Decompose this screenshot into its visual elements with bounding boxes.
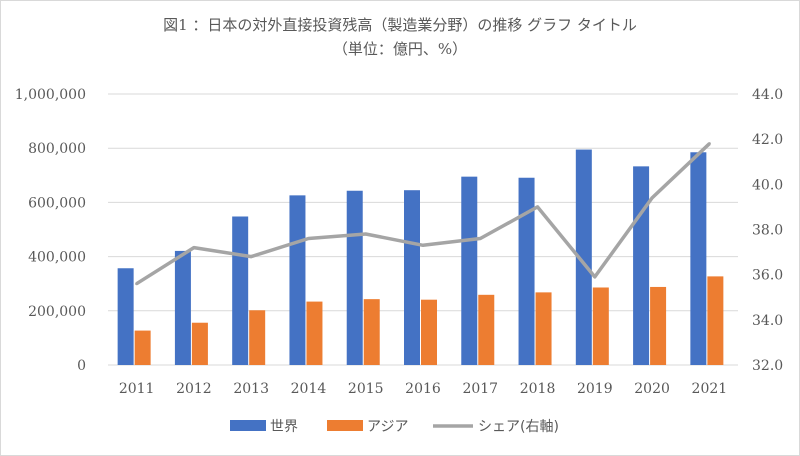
x-tick-label: 2017 xyxy=(462,381,498,397)
bar-world xyxy=(690,152,707,365)
bar-asia xyxy=(707,276,724,365)
bar-world xyxy=(404,190,420,365)
right-tick-label: 40.0 xyxy=(752,177,783,193)
bar-world xyxy=(461,176,478,365)
x-tick-label: 2018 xyxy=(520,381,556,397)
x-tick-label: 2012 xyxy=(176,381,212,397)
line-point xyxy=(249,255,253,259)
x-tick-label: 2020 xyxy=(634,381,670,397)
x-tick-label: 2011 xyxy=(119,381,155,397)
bar-world xyxy=(117,268,134,365)
line-point xyxy=(478,237,482,241)
bar-world xyxy=(232,216,249,365)
legend-swatch xyxy=(230,420,266,431)
bar-asia xyxy=(249,310,266,365)
line-point xyxy=(135,282,139,286)
chart-title: 図1 ：日本の対外直接投資残高（製造業分野）の推移 グラフ タイトル xyxy=(163,16,637,34)
bar-asia xyxy=(363,299,380,365)
x-tick-label: 2021 xyxy=(692,381,728,397)
x-tick-label: 2016 xyxy=(405,381,441,397)
bar-world xyxy=(575,149,592,365)
right-tick-label: 34.0 xyxy=(752,313,783,329)
bar-asia xyxy=(306,301,323,365)
axis-ticks: 0 200,000 400,000 600,000 800,000 1,000,000 32… xyxy=(15,87,783,397)
line-point xyxy=(593,275,597,279)
bar-world xyxy=(174,250,191,365)
right-tick-label: 44.0 xyxy=(752,87,783,103)
left-tick-label: 600,000 xyxy=(28,195,86,211)
bar-asia xyxy=(134,330,151,365)
line-point xyxy=(364,232,368,236)
line-point xyxy=(536,205,540,209)
bar-asia xyxy=(421,299,437,365)
bar-world xyxy=(633,166,650,365)
line-point xyxy=(306,237,310,241)
legend-label: 世界 xyxy=(270,419,298,435)
x-tick-label: 2013 xyxy=(233,381,269,397)
left-tick-label: 200,000 xyxy=(28,304,86,320)
left-tick-label: 0 xyxy=(77,358,86,374)
legend-label: アジア xyxy=(367,419,408,435)
share-line xyxy=(135,142,711,286)
legend-label: シェア(右軸) xyxy=(478,419,559,435)
bar-asia xyxy=(478,294,495,365)
chart-subtitle: （単位：億円、%） xyxy=(332,40,468,58)
gridlines xyxy=(108,93,738,366)
bar-asia xyxy=(191,322,208,365)
bar-world xyxy=(346,190,363,365)
right-tick-label: 36.0 xyxy=(752,268,783,284)
right-tick-label: 42.0 xyxy=(752,132,783,148)
right-tick-label: 38.0 xyxy=(752,223,783,239)
x-tick-label: 2015 xyxy=(348,381,384,397)
line-point xyxy=(192,246,196,250)
line-point xyxy=(707,142,711,146)
left-tick-label: 800,000 xyxy=(28,141,86,157)
bar-series xyxy=(117,149,724,365)
bar-asia xyxy=(592,287,609,365)
x-tick-label: 2019 xyxy=(577,381,613,397)
legend: 世界 アジア シェア(右軸) xyxy=(230,419,559,435)
left-tick-label: 400,000 xyxy=(28,250,86,266)
line-point xyxy=(650,196,654,200)
legend-swatch xyxy=(327,420,363,431)
left-tick-label: 1,000,000 xyxy=(15,87,86,103)
bar-world xyxy=(289,195,306,365)
bar-asia xyxy=(650,286,667,365)
bar-world xyxy=(518,177,535,365)
bar-asia xyxy=(535,292,552,365)
x-tick-label: 2014 xyxy=(291,381,327,397)
right-tick-label: 32.0 xyxy=(752,358,783,374)
share-line-series xyxy=(135,142,711,286)
line-point xyxy=(421,243,425,247)
